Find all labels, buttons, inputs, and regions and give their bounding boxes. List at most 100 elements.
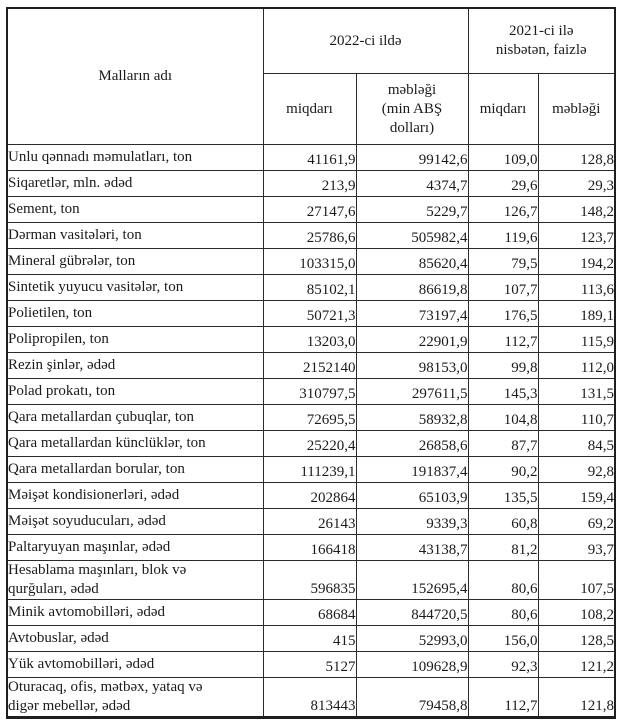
trade-table: Malların adı 2022-ci ildə 2021-ci ilə ni…	[6, 7, 617, 719]
quantity-percent-cell: 145,3	[467, 378, 539, 405]
quantity-2021-header: miqdarı	[467, 73, 539, 145]
quantity-2022-cell: 13203,0	[262, 326, 357, 353]
table-row: Unlu qənnadı məmulatları, ton 41161,9 99…	[6, 144, 616, 171]
quantity-2022-cell: 25220,4	[262, 430, 357, 457]
amount-2022-cell: 43138,7	[355, 534, 469, 561]
table-row: Mineral gübrələr, ton 103315,0 85620,4 7…	[6, 248, 616, 275]
amount-2022-cell: 109628,9	[355, 651, 469, 678]
quantity-percent-cell: 109,0	[467, 144, 539, 171]
quantity-2022-cell: 5127	[262, 651, 357, 678]
quantity-2022-cell: 25786,6	[262, 222, 357, 249]
goods-name-cell: Siqaretlər, mln. ədəd	[6, 170, 264, 197]
table-header: Malların adı 2022-ci ildə 2021-ci ilə ni…	[6, 7, 616, 145]
year-2022-group-header: 2022-ci ildə	[262, 7, 469, 74]
quantity-percent-cell: 80,6	[467, 560, 539, 600]
amount-2022-cell: 9339,3	[355, 508, 469, 535]
quantity-2022-cell: 72695,5	[262, 404, 357, 431]
quantity-percent-cell: 81,2	[467, 534, 539, 561]
goods-name-cell: Qara metallardan borular, ton	[6, 456, 264, 483]
table-row: Oturacaq, ofis, mətbəx, yataq və digər m…	[6, 677, 616, 718]
goods-name-cell: Polipropilen, ton	[6, 326, 264, 353]
amount-2022-cell: 65103,9	[355, 482, 469, 509]
amount-percent-cell: 108,2	[537, 599, 616, 626]
quantity-percent-cell: 80,6	[467, 599, 539, 626]
amount-percent-cell: 92,8	[537, 456, 616, 483]
amount-percent-cell: 115,9	[537, 326, 616, 353]
amount-percent-cell: 148,2	[537, 196, 616, 223]
quantity-percent-cell: 107,7	[467, 274, 539, 301]
quantity-percent-cell: 87,7	[467, 430, 539, 457]
quantity-2022-cell: 310797,5	[262, 378, 357, 405]
goods-name-cell: Polietilen, ton	[6, 300, 264, 327]
quantity-2022-cell: 213,9	[262, 170, 357, 197]
quantity-2022-cell: 111239,1	[262, 456, 357, 483]
quantity-percent-cell: 126,7	[467, 196, 539, 223]
goods-name-cell: Oturacaq, ofis, mətbəx, yataq və digər m…	[6, 677, 264, 718]
quantity-percent-cell: 112,7	[467, 326, 539, 353]
quantity-percent-cell: 176,5	[467, 300, 539, 327]
quantity-percent-cell: 99,8	[467, 352, 539, 379]
quantity-percent-cell: 135,5	[467, 482, 539, 509]
amount-2022-cell: 297611,5	[355, 378, 469, 405]
header-sub-row: miqdarı məbləği (min ABŞ dolları) miqdar…	[7, 73, 616, 145]
quantity-2022-cell: 813443	[262, 677, 357, 718]
year-2021-comparison-group-header: 2021-ci ilə nisbətən, faizlə	[467, 7, 616, 74]
table-row: Paltaryuyan maşınlar, ədəd 166418 43138,…	[6, 534, 616, 561]
amount-2022-cell: 26858,6	[355, 430, 469, 457]
amount-percent-cell: 121,2	[537, 651, 616, 678]
goods-name-cell: Minik avtomobilləri, ədəd	[6, 599, 264, 626]
amount-percent-cell: 69,2	[537, 508, 616, 535]
amount-2022-cell: 22901,9	[355, 326, 469, 353]
quantity-2022-cell: 41161,9	[262, 144, 357, 171]
quantity-2022-cell: 166418	[262, 534, 357, 561]
table-row: Qara metallardan çubuqlar, ton 72695,5 5…	[6, 404, 616, 431]
quantity-percent-cell: 92,3	[467, 651, 539, 678]
table-row: Yük avtomobilləri, ədəd 5127 109628,9 92…	[6, 651, 616, 678]
table-row: Siqaretlər, mln. ədəd 213,9 4374,7 29,6 …	[6, 170, 616, 197]
amount-2022-cell: 99142,6	[355, 144, 469, 171]
table-row: Avtobuslar, ədəd 415 52993,0 156,0 128,5	[6, 625, 616, 652]
quantity-percent-cell: 104,8	[467, 404, 539, 431]
table-row: Minik avtomobilləri, ədəd 68684 844720,5…	[6, 599, 616, 626]
goods-name-cell: Hesablama maşınları, blok və qurğuları, …	[6, 560, 264, 600]
table-body: Unlu qənnadı məmulatları, ton 41161,9 99…	[6, 144, 616, 718]
amount-percent-cell: 29,3	[537, 170, 616, 197]
header-group-row: Malların adı 2022-ci ildə 2021-ci ilə ni…	[6, 7, 616, 145]
quantity-2022-cell: 202864	[262, 482, 357, 509]
table-row: Polad prokatı, ton 310797,5 297611,5 145…	[6, 378, 616, 405]
quantity-percent-cell: 112,7	[467, 677, 539, 718]
amount-percent-cell: 189,1	[537, 300, 616, 327]
table-row: Sement, ton 27147,6 5229,7 126,7 148,2	[6, 196, 616, 223]
goods-name-cell: Qara metallardan künclüklər, ton	[6, 430, 264, 457]
amount-2022-header: məbləği (min ABŞ dolları)	[355, 73, 469, 145]
amount-2021-header: məbləği	[537, 73, 616, 145]
goods-name-cell: Avtobuslar, ədəd	[6, 625, 264, 652]
goods-name-cell: Yük avtomobilləri, ədəd	[6, 651, 264, 678]
table-row: Dərman vasitələri, ton 25786,6 505982,4 …	[6, 222, 616, 249]
quantity-percent-cell: 156,0	[467, 625, 539, 652]
goods-name-cell: Qara metallardan çubuqlar, ton	[6, 404, 264, 431]
amount-2022-cell: 191837,4	[355, 456, 469, 483]
goods-name-cell: Məişət soyuducuları, ədəd	[6, 508, 264, 535]
goods-name-cell: Rezin şinlər, ədəd	[6, 352, 264, 379]
quantity-percent-cell: 90,2	[467, 456, 539, 483]
quantity-percent-cell: 119,6	[467, 222, 539, 249]
amount-percent-cell: 112,0	[537, 352, 616, 379]
amount-percent-cell: 131,5	[537, 378, 616, 405]
goods-name-cell: Unlu qənnadı məmulatları, ton	[6, 144, 264, 171]
table-row: Polietilen, ton 50721,3 73197,4 176,5 18…	[6, 300, 616, 327]
amount-2022-cell: 86619,8	[355, 274, 469, 301]
goods-name-cell: Sement, ton	[6, 196, 264, 223]
table-row: Polipropilen, ton 13203,0 22901,9 112,7 …	[6, 326, 616, 353]
amount-2022-cell: 79458,8	[355, 677, 469, 718]
quantity-2022-cell: 26143	[262, 508, 357, 535]
quantity-2022-cell: 103315,0	[262, 248, 357, 275]
table-row: Qara metallardan künclüklər, ton 25220,4…	[6, 430, 616, 457]
amount-2022-cell: 505982,4	[355, 222, 469, 249]
amount-percent-cell: 93,7	[537, 534, 616, 561]
amount-2022-cell: 73197,4	[355, 300, 469, 327]
goods-name-cell: Paltaryuyan maşınlar, ədəd	[6, 534, 264, 561]
amount-percent-cell: 110,7	[537, 404, 616, 431]
amount-percent-cell: 128,8	[537, 144, 616, 171]
